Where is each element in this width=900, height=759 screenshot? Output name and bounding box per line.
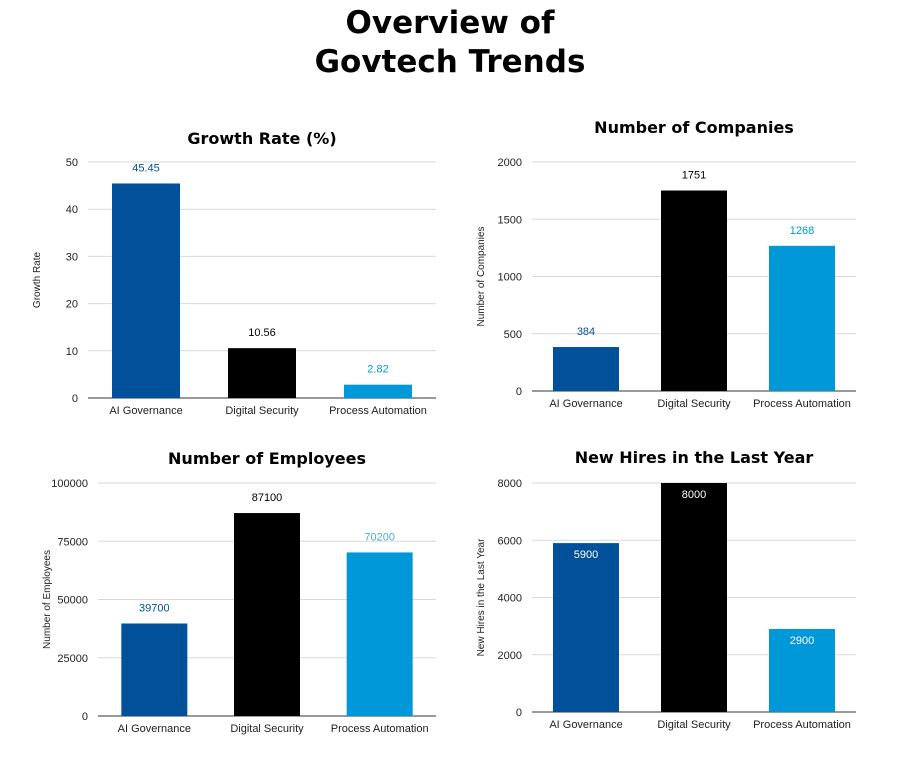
y-tick-label: 20 — [66, 299, 78, 311]
y-axis-label: Number of Employees — [42, 550, 53, 649]
bar-digital-security — [228, 348, 296, 398]
x-tick-label-process-automation: Process Automation — [331, 723, 429, 735]
bar-process-automation — [769, 628, 835, 712]
data-label-process-automation: 2.82 — [367, 364, 388, 376]
data-label-digital-security: 10.56 — [248, 327, 276, 339]
data-label-digital-security: 1751 — [682, 170, 706, 182]
y-tick-label: 40 — [66, 204, 78, 216]
main-title-line2: Govtech Trends — [314, 44, 586, 80]
y-tick-label: 4000 — [498, 593, 522, 605]
new-hires-chart-panel: New Hires in the Last Year 0 2000 4000 6000 8… — [460, 440, 880, 745]
number-of-companies-chart: Number of Companies 0 500 1000 1500 2000 Numbe… — [476, 118, 856, 410]
y-tick-label: 8000 — [498, 478, 522, 490]
y-tick-label: 0 — [82, 711, 88, 723]
data-label-process-automation: 2900 — [790, 635, 814, 647]
y-tick-label: 10 — [66, 346, 78, 358]
y-tick-label: 50 — [66, 157, 78, 169]
y-tick-label: 75000 — [57, 536, 88, 548]
y-tick-label: 100000 — [51, 478, 88, 490]
bar-digital-security — [234, 513, 300, 716]
chart-title: Number of Employees — [168, 449, 366, 468]
main-title-line1: Overview of — [345, 5, 555, 41]
x-tick-label-process-automation: Process Automation — [329, 405, 427, 417]
x-tick-label-digital-security: Digital Security — [657, 398, 731, 410]
bar-ai-governance — [553, 347, 619, 391]
y-tick-label: 0 — [72, 393, 78, 405]
x-tick-label-ai-governance: AI Governance — [118, 723, 191, 735]
y-tick-label: 0 — [516, 707, 522, 719]
data-label-ai-governance: 45.45 — [132, 162, 160, 174]
number-of-employees-chart-panel: Number of Employees 0 25000 50000 75000 10000… — [20, 440, 450, 745]
y-tick-label: 0 — [516, 386, 522, 398]
y-tick-label: 6000 — [498, 535, 522, 547]
x-tick-label-digital-security: Digital Security — [230, 723, 304, 735]
x-tick-label-ai-governance: AI Governance — [109, 405, 182, 417]
y-tick-label: 25000 — [57, 653, 88, 665]
x-tick-label-digital-security: Digital Security — [225, 405, 299, 417]
data-label-digital-security: 8000 — [682, 489, 706, 501]
data-label-ai-governance: 384 — [577, 326, 595, 338]
x-tick-label-process-automation: Process Automation — [753, 719, 851, 731]
data-label-ai-governance: 39700 — [139, 602, 170, 614]
x-tick-label-process-automation: Process Automation — [753, 398, 851, 410]
y-tick-label: 2000 — [498, 650, 522, 662]
chart-title: Number of Companies — [594, 118, 794, 137]
main-title: Overview of Govtech Trends — [0, 4, 900, 82]
bar-process-automation — [346, 552, 413, 716]
y-tick-label: 1000 — [498, 272, 522, 284]
data-label-process-automation: 70200 — [364, 531, 395, 543]
y-axis-label: New Hires in the Last Year — [476, 538, 487, 657]
y-tick-label: 2000 — [498, 157, 522, 169]
data-label-digital-security: 87100 — [252, 492, 283, 504]
bar-ai-governance — [121, 623, 188, 716]
y-axis-label: Number of Companies — [476, 226, 487, 326]
growth-rate-chart: Growth Rate (%) 0 10 20 30 40 50 Growth Rate 45.… — [32, 129, 436, 417]
y-tick-label: 1500 — [498, 214, 522, 226]
x-tick-label-ai-governance: AI Governance — [549, 719, 622, 731]
new-hires-chart: New Hires in the Last Year 0 2000 4000 6000 8… — [476, 448, 856, 731]
bar-digital-security — [661, 190, 727, 391]
number-of-employees-chart: Number of Employees 0 25000 50000 75000 10000… — [42, 449, 436, 735]
chart-title: Growth Rate (%) — [187, 129, 336, 148]
data-label-process-automation: 1268 — [790, 225, 814, 237]
data-label-ai-governance: 5900 — [574, 549, 598, 561]
y-tick-label: 30 — [66, 251, 78, 263]
y-axis-label: Growth Rate — [32, 251, 43, 308]
bar-ai-governance — [553, 543, 619, 712]
bar-process-automation — [769, 245, 835, 391]
x-tick-label-ai-governance: AI Governance — [549, 398, 622, 410]
growth-rate-chart-panel: Growth Rate (%) 0 10 20 30 40 50 Growth Rate 45.… — [20, 118, 450, 423]
bar-process-automation — [344, 384, 412, 398]
chart-title: New Hires in the Last Year — [575, 448, 814, 467]
bar-digital-security — [661, 483, 727, 712]
x-tick-label-digital-security: Digital Security — [657, 719, 731, 731]
y-tick-label: 500 — [504, 329, 522, 341]
number-of-companies-chart-panel: Number of Companies 0 500 1000 1500 2000 Numbe… — [460, 110, 880, 415]
bar-ai-governance — [112, 183, 180, 398]
y-tick-label: 50000 — [57, 595, 88, 607]
